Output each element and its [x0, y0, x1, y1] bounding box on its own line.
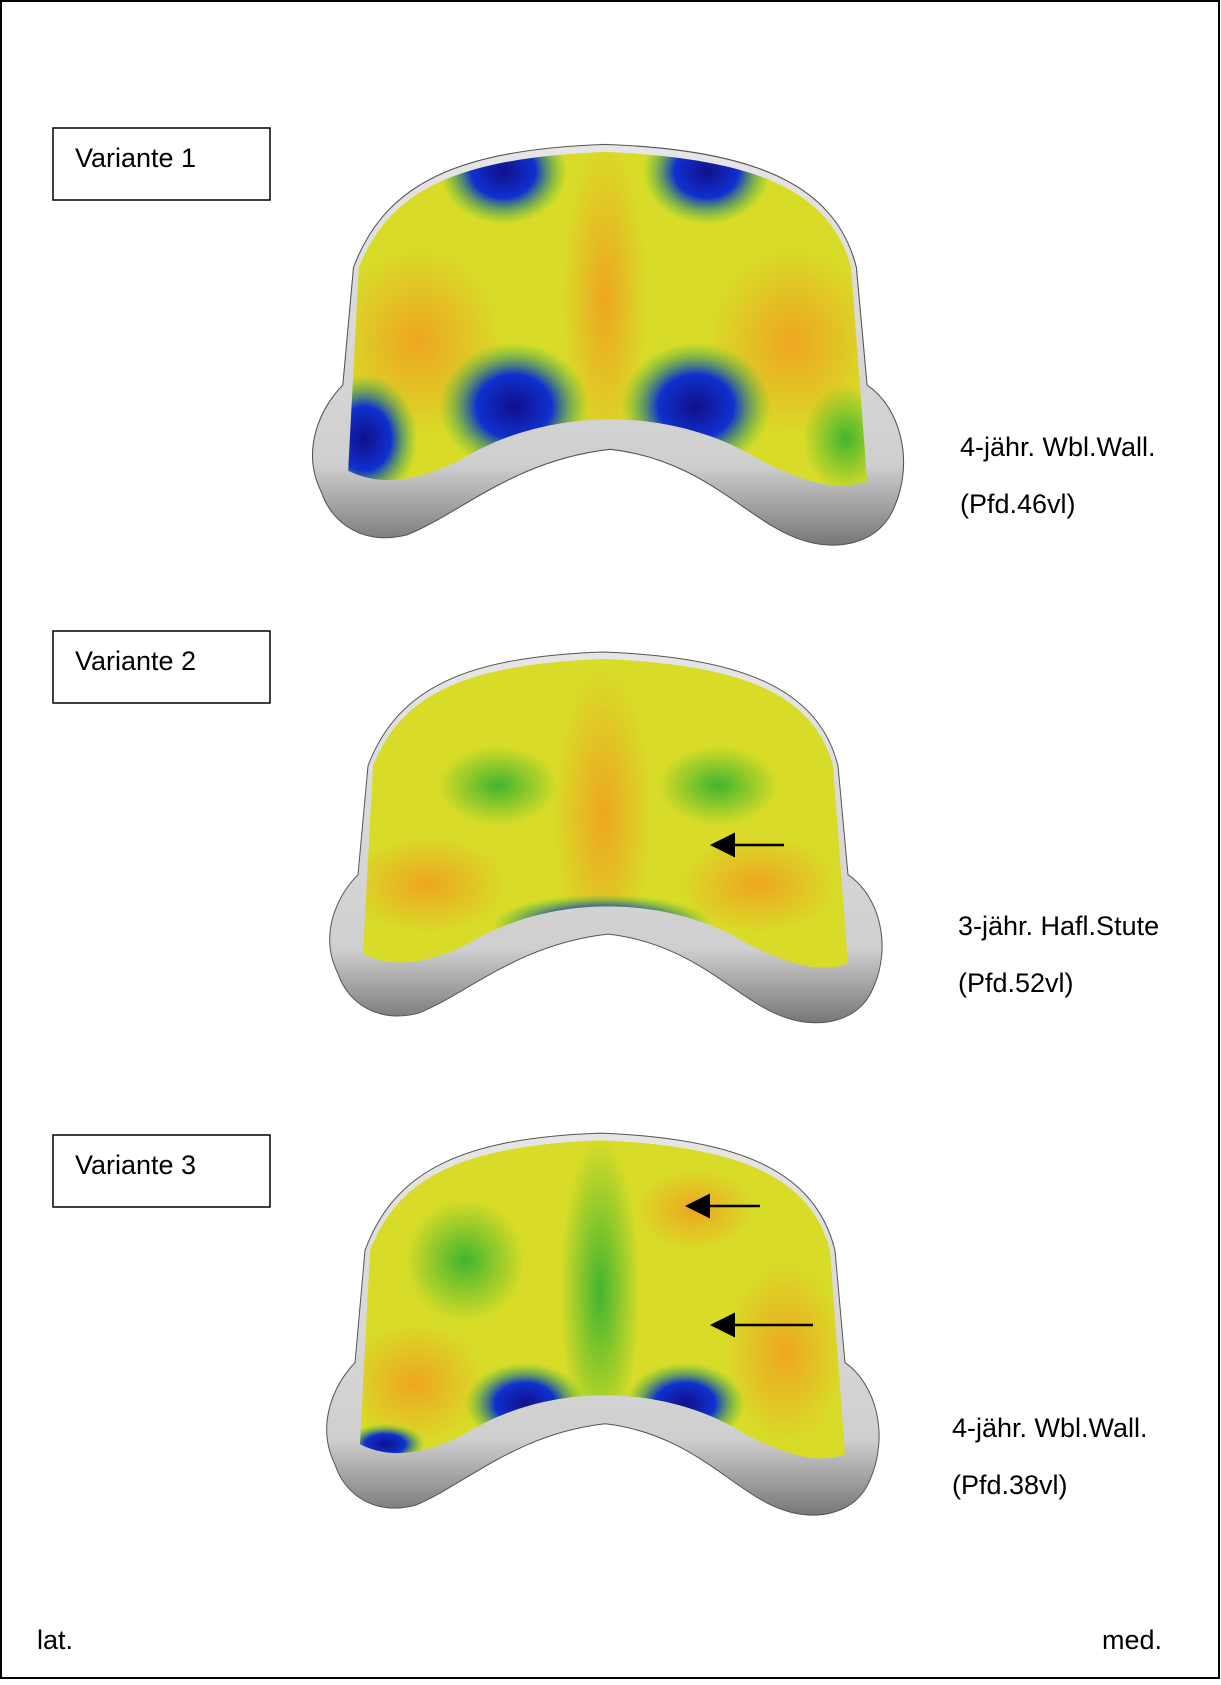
description: 4-jähr. Wbl.Wall. — [952, 1413, 1148, 1443]
specimen-id: (Pfd.46vl) — [960, 489, 1076, 519]
side-label: med. — [1102, 1625, 1162, 1655]
specimen-id: (Pfd.38vl) — [952, 1470, 1068, 1500]
plateau-render — [315, 1128, 885, 1536]
variant-label: Variante 2 — [75, 646, 196, 676]
variant-label: Variante 3 — [75, 1150, 196, 1180]
variant-label: Variante 1 — [75, 143, 196, 173]
specimen-id: (Pfd.52vl) — [958, 968, 1074, 998]
figure: Variante 1 4-jähr. Wbl.Wall. (Pfd.46vl) … — [0, 0, 1221, 1680]
side-label: lat. — [37, 1625, 73, 1655]
description: 4-jähr. Wbl.Wall. — [960, 432, 1156, 462]
plateau-render — [318, 647, 888, 1043]
plateau-render — [300, 118, 910, 567]
page: Variante 1 4-jähr. Wbl.Wall. (Pfd.46vl) … — [0, 0, 1221, 1680]
description: 3-jähr. Hafl.Stute — [958, 911, 1159, 941]
